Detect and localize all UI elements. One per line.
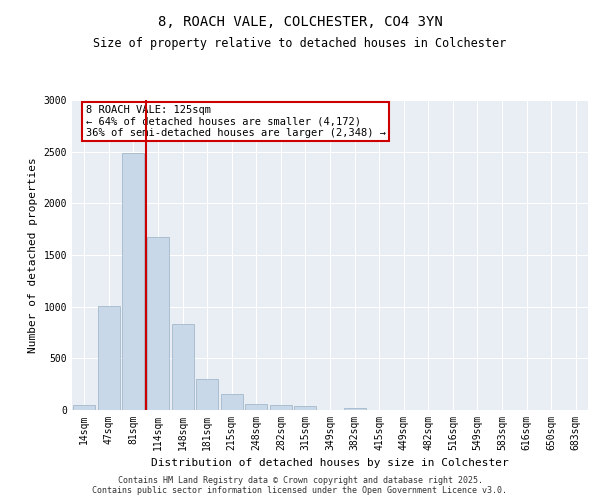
Bar — [270, 405, 292, 410]
Bar — [147, 238, 169, 410]
Text: Size of property relative to detached houses in Colchester: Size of property relative to detached ho… — [94, 38, 506, 51]
Text: Contains HM Land Registry data © Crown copyright and database right 2025.
Contai: Contains HM Land Registry data © Crown c… — [92, 476, 508, 495]
Bar — [122, 152, 145, 410]
X-axis label: Distribution of detached houses by size in Colchester: Distribution of detached houses by size … — [151, 458, 509, 468]
Bar — [196, 379, 218, 410]
Bar — [98, 306, 120, 410]
Bar — [295, 406, 316, 410]
Bar — [245, 404, 268, 410]
Bar — [172, 324, 194, 410]
Bar — [221, 394, 243, 410]
Y-axis label: Number of detached properties: Number of detached properties — [28, 157, 38, 353]
Text: 8 ROACH VALE: 125sqm
← 64% of detached houses are smaller (4,172)
36% of semi-de: 8 ROACH VALE: 125sqm ← 64% of detached h… — [86, 105, 386, 138]
Bar — [73, 405, 95, 410]
Text: 8, ROACH VALE, COLCHESTER, CO4 3YN: 8, ROACH VALE, COLCHESTER, CO4 3YN — [158, 15, 442, 29]
Bar — [344, 408, 365, 410]
